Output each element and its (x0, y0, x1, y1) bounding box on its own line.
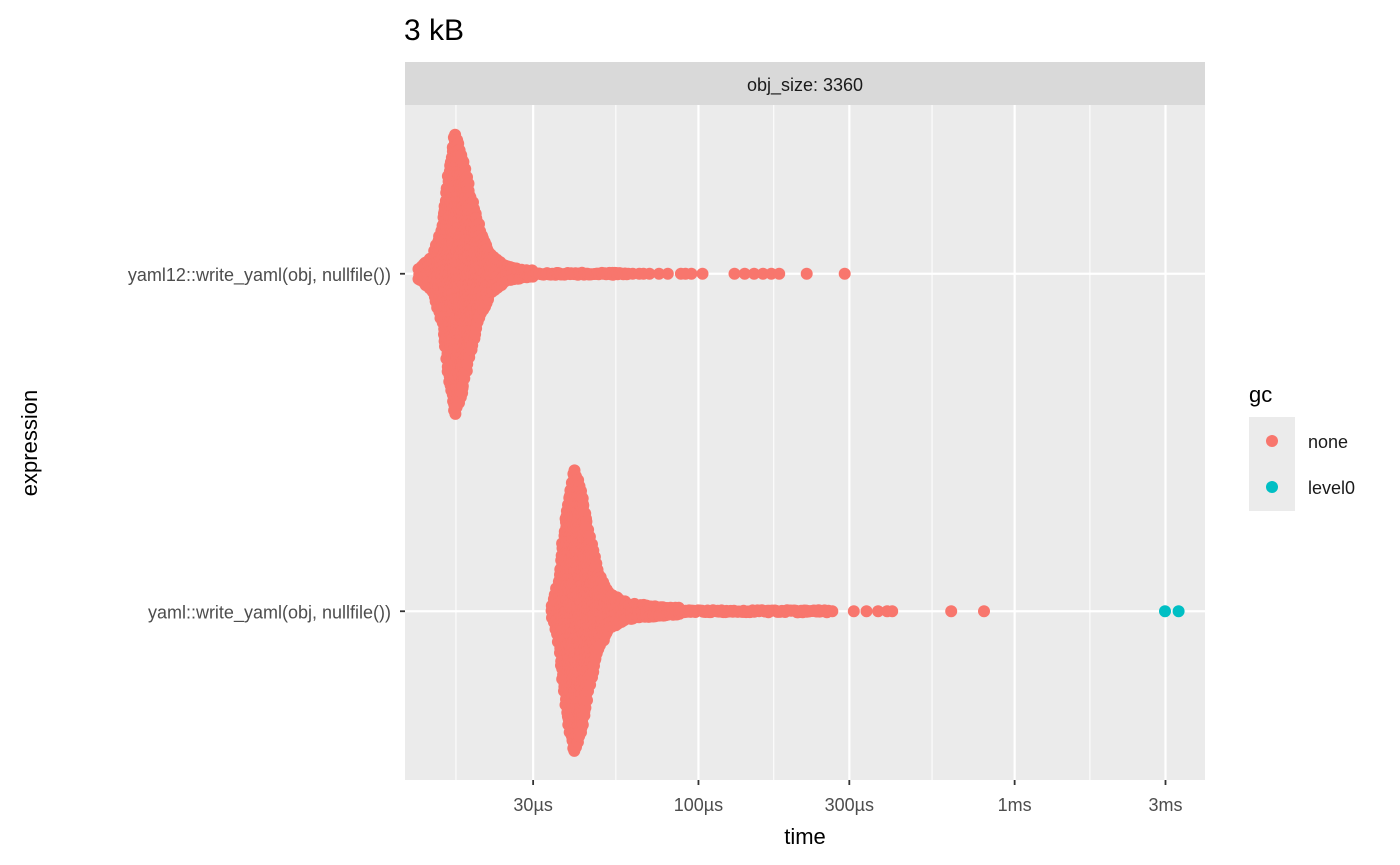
data-point-outlier (800, 267, 813, 280)
data-point-outlier (791, 605, 803, 618)
legend-label-level0: level0 (1308, 478, 1355, 498)
x-tick-label: 3ms (1148, 795, 1182, 815)
data-point-outlier (847, 605, 860, 618)
y-tick-label: yaml12::write_yaml(obj, nullfile()) (128, 265, 391, 286)
y-tick-label: yaml::write_yaml(obj, nullfile()) (148, 602, 391, 623)
data-point-outlier (685, 267, 698, 280)
legend: gc none level0 (1249, 382, 1355, 511)
data-point-outlier (809, 605, 822, 618)
x-tick-label: 100µs (674, 795, 723, 815)
data-point-outlier (945, 605, 958, 618)
data-point-outlier (696, 267, 709, 280)
x-tick-label: 300µs (825, 795, 874, 815)
legend-title: gc (1249, 382, 1272, 407)
data-point-outlier (757, 267, 769, 280)
data-point-outlier (838, 267, 851, 280)
data-point-outlier (872, 605, 885, 618)
chart-title: 3 kB (404, 14, 464, 47)
plot-panel (405, 105, 1205, 780)
x-tick-label: 1ms (998, 795, 1032, 815)
data-point (576, 718, 589, 731)
data-point-outlier (860, 605, 873, 618)
data-points (412, 128, 1185, 757)
facet-label: obj_size: 3360 (747, 75, 863, 96)
data-point (581, 694, 593, 707)
y-axis-title: expression (17, 390, 42, 496)
data-point-outlier (653, 267, 665, 280)
data-point-outlier (1159, 605, 1171, 618)
data-point-outlier (773, 267, 786, 280)
data-point-outlier (800, 605, 813, 618)
data-point-outlier (1172, 605, 1185, 618)
data-point-outlier (978, 605, 990, 618)
x-axis: 30µs 100µs 300µs 1ms 3ms (513, 780, 1183, 815)
data-point-outlier (886, 605, 899, 618)
legend-key-none (1266, 435, 1278, 447)
x-axis-title: time (784, 824, 826, 849)
legend-key-background (1249, 417, 1295, 511)
data-point-outlier (661, 267, 674, 280)
x-tick-label: 30µs (513, 795, 552, 815)
data-point-outlier (826, 605, 839, 618)
data-point-outlier (728, 267, 741, 280)
data-point-outlier (748, 267, 761, 280)
data-point-outlier (643, 267, 656, 280)
y-axis: yaml12::write_yaml(obj, nullfile())yaml:… (128, 265, 405, 623)
data-point-outlier (738, 267, 751, 280)
facet-strip (405, 62, 1205, 105)
legend-key-level0 (1266, 481, 1278, 493)
legend-label-none: none (1308, 432, 1348, 452)
